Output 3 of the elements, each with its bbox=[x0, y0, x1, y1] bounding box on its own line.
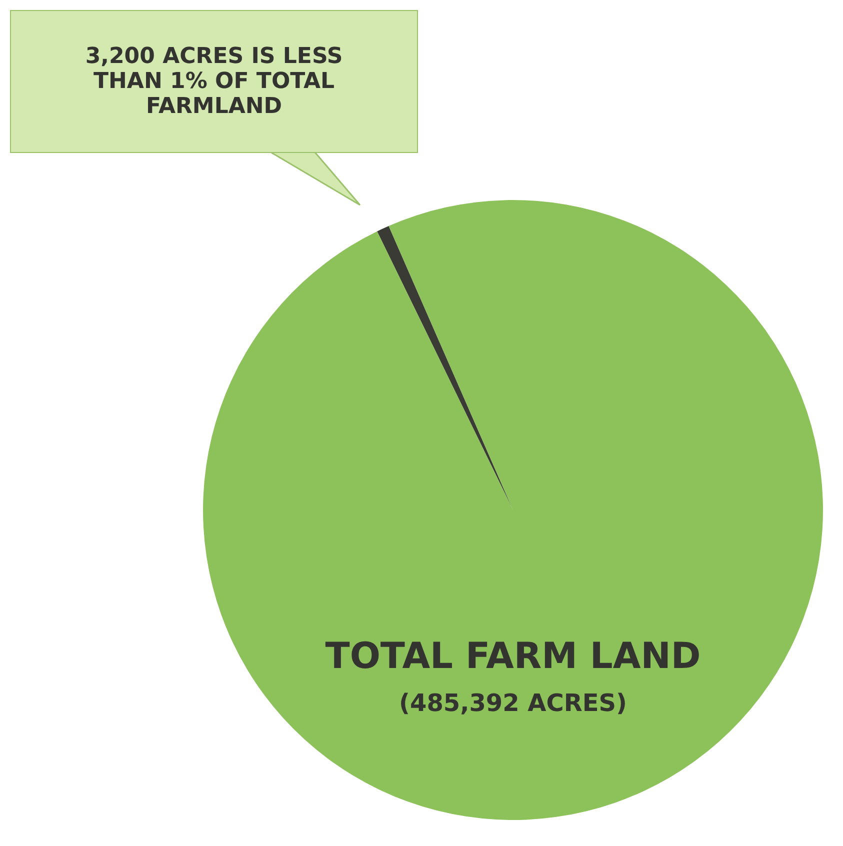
data-label: (485,392 ACRES) bbox=[399, 689, 627, 718]
slice-label: TOTAL FARM LAND bbox=[325, 636, 701, 678]
text: 3,200 ACRES IS LESS THAN 1% OF TOTAL FARMLAND bbox=[10, 10, 418, 153]
